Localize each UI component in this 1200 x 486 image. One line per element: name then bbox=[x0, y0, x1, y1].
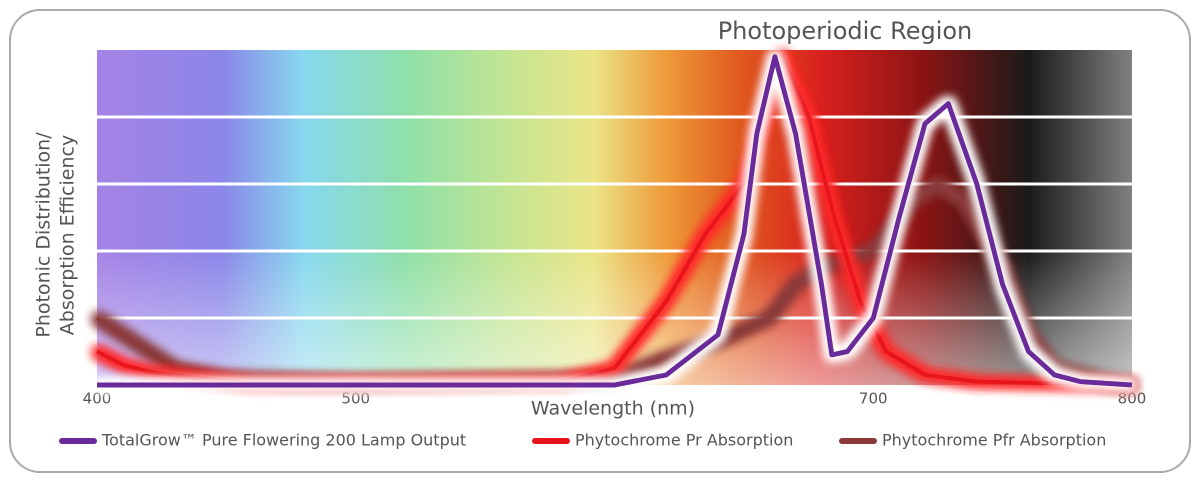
x-label: Wavelength (nm) bbox=[531, 398, 695, 420]
x-tick-label: 500 bbox=[341, 390, 370, 408]
legend-label: Phytochrome Pr Absorption bbox=[575, 431, 793, 450]
x-tick-label: 700 bbox=[859, 390, 888, 408]
series-line bbox=[97, 54, 1133, 388]
series-line bbox=[96, 54, 1133, 387]
chart-title: Photoperiodic Region bbox=[718, 17, 973, 45]
spectrum-fade bbox=[97, 50, 1132, 385]
y-label: Absorption Efficiency bbox=[57, 135, 79, 335]
series-line bbox=[95, 182, 1133, 387]
legend-label: TotalGrow™ Pure Flowering 200 Lamp Outpu… bbox=[101, 431, 466, 450]
x-tick-label: 800 bbox=[1118, 390, 1147, 408]
x-tick-label: 400 bbox=[83, 390, 112, 408]
legend-label: Phytochrome Pfr Absorption bbox=[882, 431, 1106, 450]
y-label: Photonic Distribution/ bbox=[33, 132, 55, 338]
